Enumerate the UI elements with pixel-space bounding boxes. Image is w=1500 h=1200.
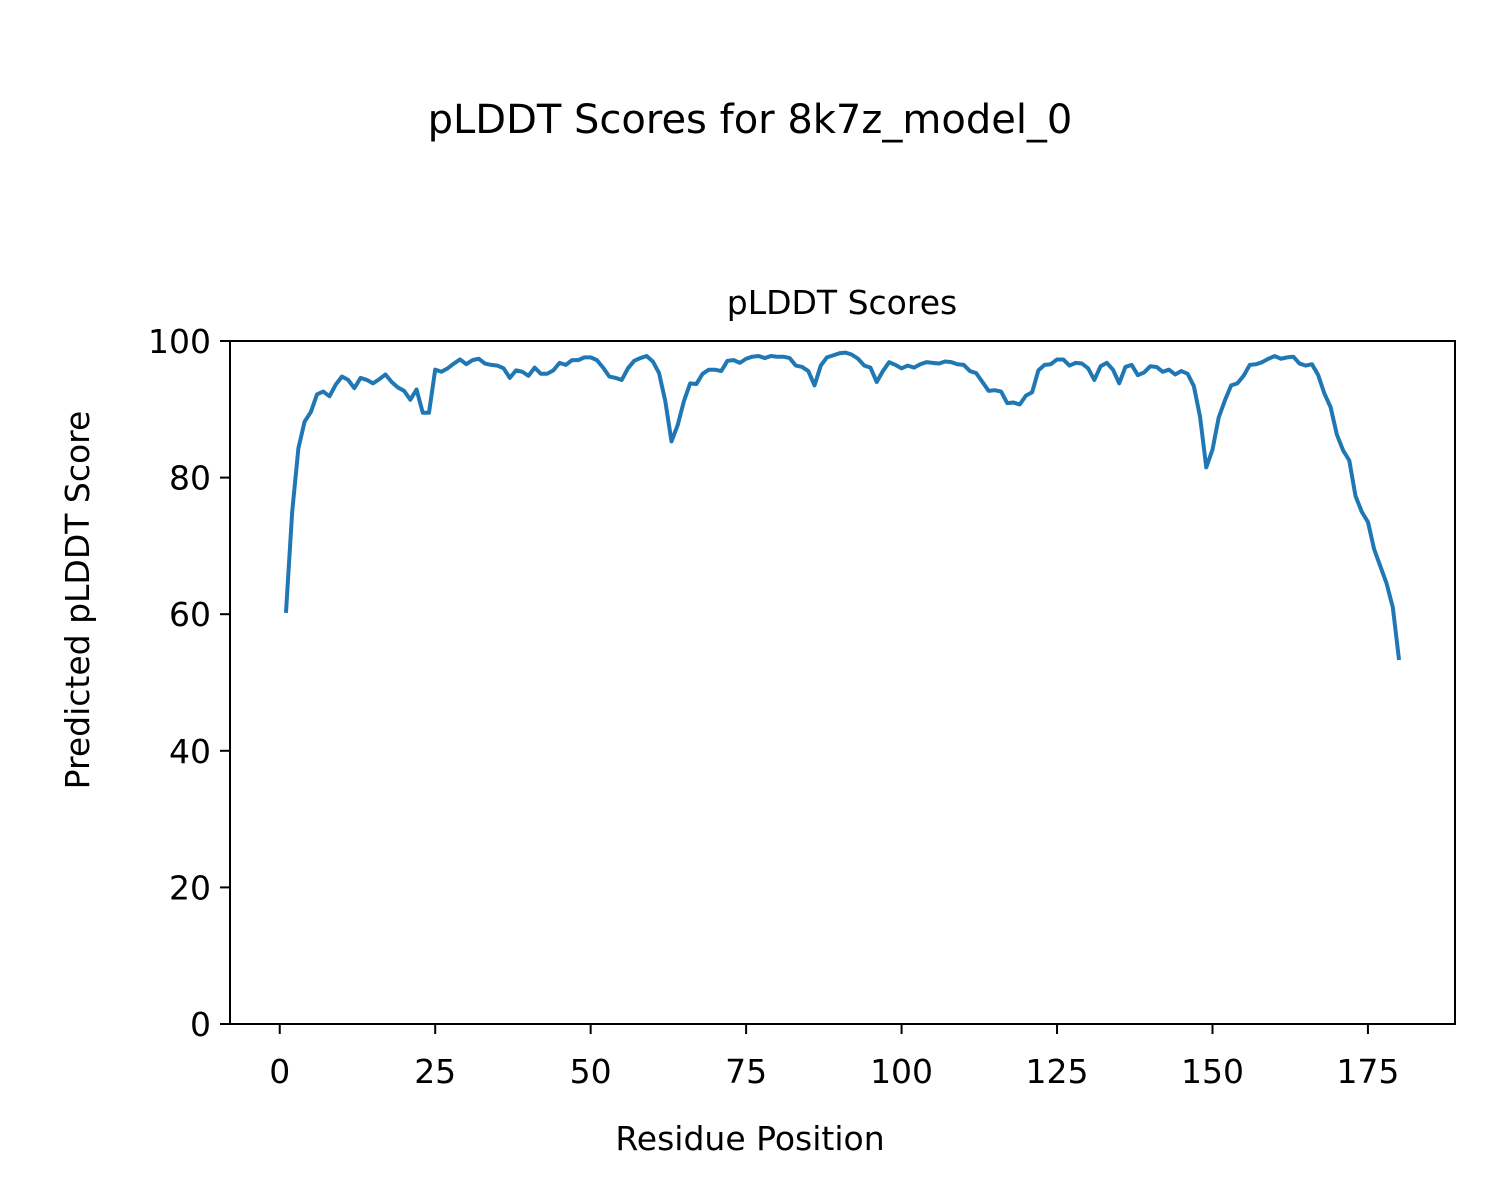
y-tick-label: 0 — [190, 1005, 211, 1044]
x-tick-label: 100 — [870, 1052, 933, 1091]
x-tick-label: 125 — [1026, 1052, 1089, 1091]
y-axis-ticks: 0 20 40 60 80 100 — [148, 322, 230, 1044]
y-tick-label: 100 — [148, 322, 211, 361]
y-axis-label: Predicted pLDDT Score — [58, 411, 97, 790]
x-tick-label: 25 — [414, 1052, 456, 1091]
x-tick-label: 175 — [1336, 1052, 1399, 1091]
x-axis-ticks: 0 25 50 75 100 125 150 175 — [269, 1024, 1399, 1091]
x-tick-label: 50 — [570, 1052, 612, 1091]
x-tick-label: 0 — [269, 1052, 290, 1091]
plot-area — [283, 350, 1402, 661]
x-tick-label: 150 — [1181, 1052, 1244, 1091]
figure-title: pLDDT Scores for 8k7z_model_0 — [428, 97, 1073, 143]
x-axis-label: Residue Position — [615, 1119, 884, 1158]
axes-title: pLDDT Scores — [727, 283, 957, 322]
y-tick-label: 20 — [169, 868, 211, 907]
x-tick-label: 75 — [725, 1052, 767, 1091]
series-line-0 — [283, 350, 1402, 661]
y-tick-label: 60 — [169, 595, 211, 634]
y-tick-label: 80 — [169, 459, 211, 498]
y-tick-label: 40 — [169, 732, 211, 771]
axes-frame — [229, 340, 1456, 1025]
